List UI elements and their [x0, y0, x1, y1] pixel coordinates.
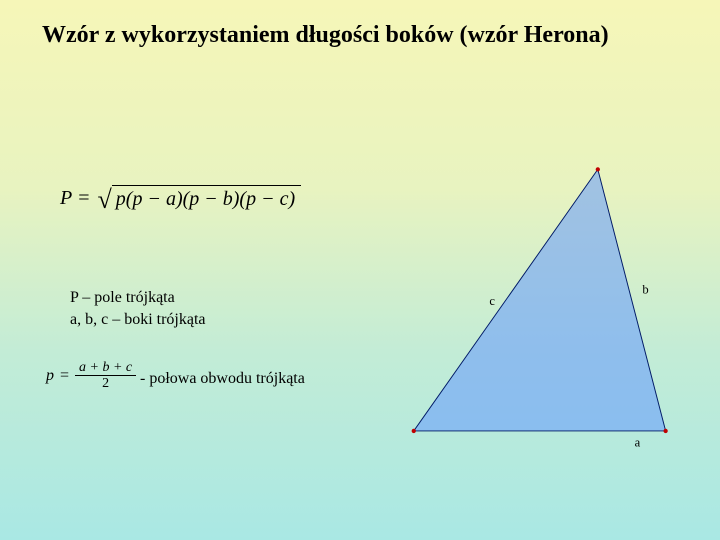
triangle-diagram: a b c [370, 150, 690, 460]
side-label-a: a [635, 435, 641, 449]
fraction-denominator: 2 [98, 376, 113, 391]
vertex-c [596, 167, 600, 171]
heron-formula: P = √ p(p − a)(p − b)(p − c) [60, 185, 301, 211]
semiperimeter-desc: - połowa obwodu trójkąta [140, 370, 305, 388]
radical-icon: √ [98, 187, 112, 213]
p-lhs: p [46, 367, 54, 385]
slide-title: Wzór z wykorzystaniem długości boków (wz… [42, 22, 609, 49]
vertex-b [663, 429, 667, 433]
triangle-shape [414, 169, 666, 431]
semiperimeter-formula: p = a + b + c 2 [46, 360, 136, 392]
side-label-c: c [489, 294, 495, 308]
fraction: a + b + c 2 [75, 360, 136, 392]
sqrt-body: p(p − a)(p − b)(p − c) [112, 185, 301, 211]
equals-sign: = [78, 187, 89, 210]
legend-line-1: P – pole trójkąta [70, 287, 206, 309]
formula-lhs: P [60, 187, 72, 210]
equals-sign-2: = [60, 367, 69, 385]
vertex-a [412, 429, 416, 433]
fraction-numerator: a + b + c [75, 360, 136, 375]
legend-line-2: a, b, c – boki trójkąta [70, 309, 206, 331]
legend-text: P – pole trójkąta a, b, c – boki trójkąt… [70, 287, 206, 330]
sqrt-expression: √ p(p − a)(p − b)(p − c) [98, 185, 302, 211]
side-label-b: b [642, 282, 648, 296]
